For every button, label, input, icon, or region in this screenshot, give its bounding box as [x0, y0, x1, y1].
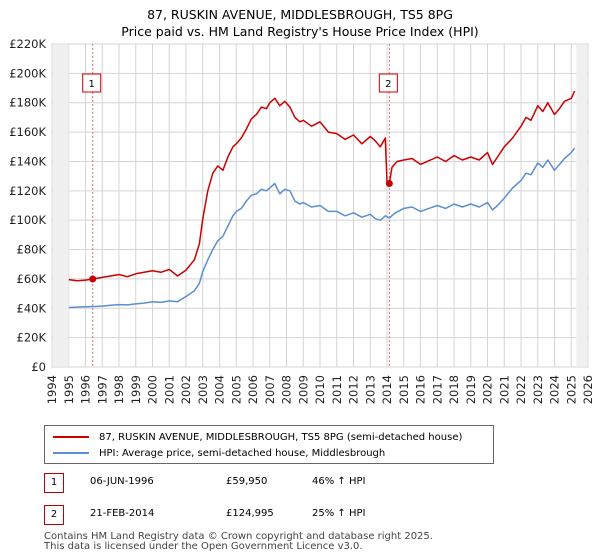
legend-swatch-red [53, 436, 89, 438]
series-lines [68, 90, 576, 309]
x-tick-label: 1997 [95, 375, 109, 404]
sale-row: 1 06-JUN-1996 £59,950 46% ↑ HPI [44, 473, 464, 493]
property-price-line [68, 90, 576, 282]
legend-swatch-blue [53, 452, 89, 454]
legend-label-hpi: HPI: Average price, semi-detached house,… [99, 447, 386, 459]
y-tick-label: £180K [9, 96, 46, 110]
sale-markers-lines [92, 44, 390, 367]
y-tick-label: £100K [9, 213, 46, 227]
x-tick-label: 2023 [531, 375, 545, 404]
sale-date: 21-FEB-2014 [90, 508, 155, 519]
x-tick-label: 2017 [430, 375, 444, 404]
sale-price: £124,995 [226, 508, 274, 519]
y-tick-label: £140K [9, 154, 46, 168]
legend-label-property: 87, RUSKIN AVENUE, MIDDLESBROUGH, TS5 8P… [99, 431, 463, 443]
sale-price: £59,950 [226, 476, 268, 487]
x-tick-label: 2014 [380, 375, 394, 404]
y-axis-ticks: £0 £20K £40K £60K £80K £100K £120K £140K £160K £1… [9, 37, 46, 374]
x-tick-label: 2012 [347, 375, 361, 404]
y-tick-label: £60K [17, 272, 47, 286]
x-tick-label: 2008 [280, 375, 294, 404]
x-tick-label: 2026 [581, 375, 595, 404]
sale-hpi-change: 46% ↑ HPI [312, 476, 366, 487]
sale-label-box [378, 73, 398, 93]
grid-lines [51, 43, 589, 368]
x-tick-label: 1996 [79, 375, 93, 404]
sale-label-number: 1 [89, 79, 95, 90]
future-hatch-band [576, 45, 587, 366]
x-tick-label: 2009 [296, 375, 310, 404]
legend: 87, RUSKIN AVENUE, MIDDLESBROUGH, TS5 8P… [44, 425, 494, 464]
sale-hpi-change: 25% ↑ HPI [312, 508, 366, 519]
sale-points [89, 179, 393, 283]
y-tick-label: £120K [9, 184, 46, 198]
sale-point [89, 275, 97, 283]
x-tick-label: 2019 [464, 375, 478, 404]
y-tick-label: £80K [17, 243, 47, 257]
y-tick-label: £220K [9, 37, 46, 51]
sale-label-number: 2 [385, 79, 391, 90]
sale-row: 2 21-FEB-2014 £124,995 25% ↑ HPI [44, 505, 464, 525]
x-tick-label: 1998 [112, 375, 126, 404]
x-tick-label: 2016 [414, 375, 428, 404]
chart-title-block: 87, RUSKIN AVENUE, MIDDLESBROUGH, TS5 8P… [0, 6, 600, 40]
x-tick-label: 2021 [497, 375, 511, 404]
x-tick-label: 2018 [447, 375, 461, 404]
x-tick-label: 2004 [213, 375, 227, 404]
footer-copyright: Contains HM Land Registry data © Crown c… [44, 531, 433, 542]
x-tick-label: 2020 [481, 375, 495, 404]
x-tick-label: 2000 [146, 375, 160, 404]
x-tick-label: 2002 [179, 375, 193, 404]
y-tick-label: £0 [31, 360, 46, 374]
x-tick-label: 2025 [564, 375, 578, 404]
y-tick-label: £200K [9, 66, 46, 80]
x-tick-label: 2010 [313, 375, 327, 404]
x-tick-label: 1995 [62, 375, 76, 404]
sale-label-box [82, 73, 102, 93]
x-tick-label: 2011 [330, 375, 344, 404]
x-tick-label: 2015 [397, 375, 411, 404]
x-tick-label: 1994 [45, 375, 59, 404]
sale-number-badge: 2 [44, 505, 64, 525]
x-tick-label: 2001 [162, 375, 176, 404]
price-chart: £0 £20K £40K £60K £80K £100K £120K £140K £160K £1… [9, 37, 595, 404]
footer-licence: This data is licensed under the Open Gov… [44, 541, 363, 552]
x-axis-ticks: 1994 1995 1996 1997 1998 1999 2000 2001 2002 2003… [45, 375, 595, 404]
sale-date: 06-JUN-1996 [90, 476, 154, 487]
chart-subtitle: Price paid vs. HM Land Registry's House … [121, 24, 479, 39]
y-tick-label: £40K [17, 301, 47, 315]
x-tick-label: 1999 [129, 375, 143, 404]
hpi-line [68, 147, 576, 309]
chart-title: 87, RUSKIN AVENUE, MIDDLESBROUGH, TS5 8P… [147, 7, 453, 22]
x-tick-label: 2005 [229, 375, 243, 404]
y-tick-label: £160K [9, 125, 46, 139]
x-tick-label: 2024 [548, 375, 562, 404]
x-tick-label: 2022 [514, 375, 528, 404]
y-tick-label: £20K [17, 331, 47, 345]
x-tick-label: 2013 [363, 375, 377, 404]
legend-item-hpi: HPI: Average price, semi-detached house,… [53, 446, 385, 460]
x-tick-label: 2003 [196, 375, 210, 404]
past-hatch-band [53, 45, 69, 366]
sale-point [385, 179, 393, 187]
legend-item-property: 87, RUSKIN AVENUE, MIDDLESBROUGH, TS5 8P… [53, 430, 462, 444]
footer: Contains HM Land Registry data © Crown c… [44, 532, 433, 552]
x-tick-label: 2006 [246, 375, 260, 404]
x-tick-label: 2007 [263, 375, 277, 404]
sale-number-badge: 1 [44, 473, 64, 493]
